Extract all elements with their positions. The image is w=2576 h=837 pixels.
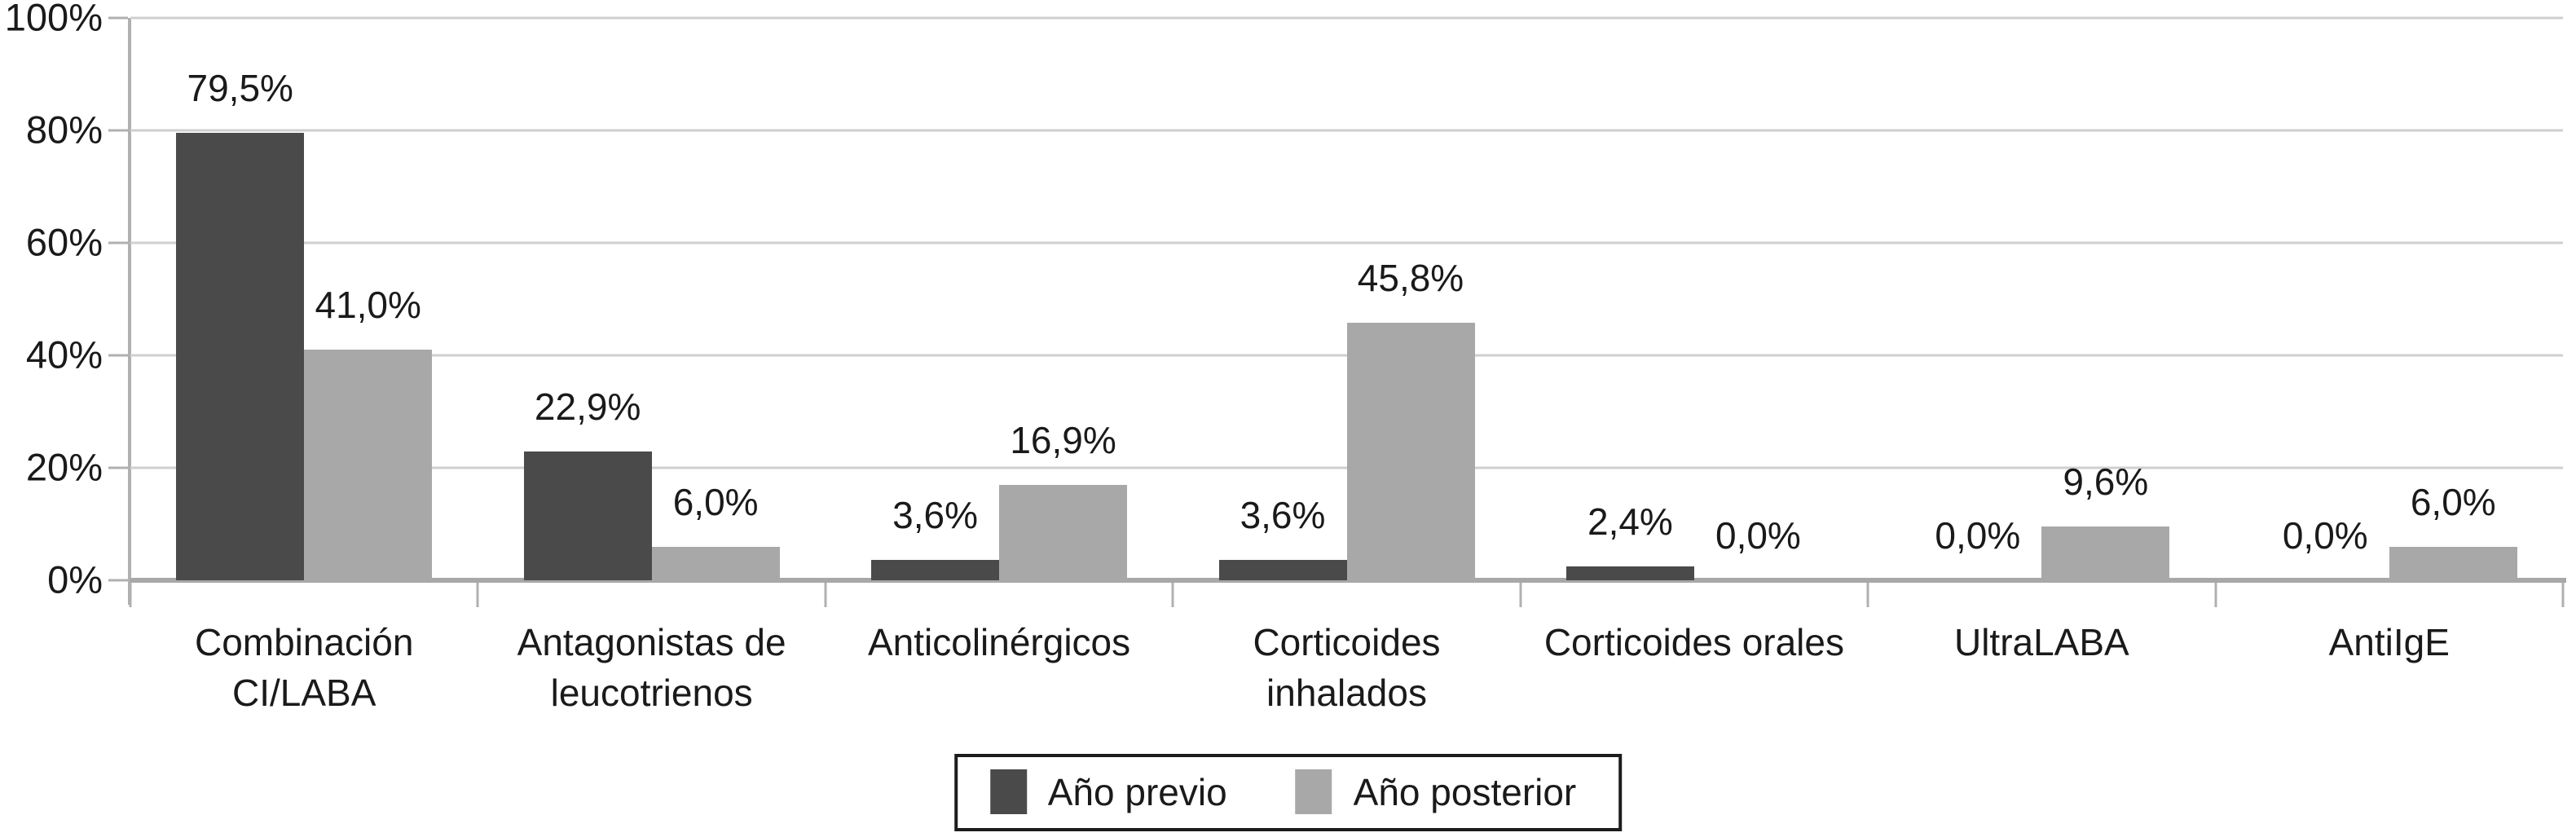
x-tick-7 bbox=[2561, 583, 2565, 607]
value-label-series1-cat0: 41,0% bbox=[315, 284, 421, 327]
category-label-2: Anticolinérgicos bbox=[867, 621, 1131, 663]
value-label-series0-cat6: 0,0% bbox=[2282, 514, 2368, 557]
legend-item-previo: Año previo bbox=[989, 769, 1227, 814]
category-label-1: Antagonistas de leucotrienos bbox=[517, 621, 786, 714]
category-label-4: Corticoides orales bbox=[1543, 621, 1844, 663]
value-label-series0-cat2: 3,6% bbox=[892, 494, 978, 537]
y-tick-80 bbox=[108, 129, 128, 132]
bar-series0-cat3 bbox=[1218, 560, 1347, 580]
y-tick-label-80: 80% bbox=[25, 108, 103, 152]
category-label-3: Corticoides inhalados bbox=[1253, 621, 1441, 714]
value-label-series1-cat1: 6,0% bbox=[672, 480, 759, 523]
y-axis-labels: 100% 80% 60% 40% 20% 0% bbox=[0, 0, 103, 601]
bar-series0-cat1 bbox=[523, 452, 652, 580]
gridline-80 bbox=[130, 129, 2563, 132]
category-label-6: AntiIgE bbox=[2328, 621, 2450, 663]
value-label-series1-cat6: 6,0% bbox=[2410, 480, 2496, 523]
bar-series0-cat2 bbox=[871, 560, 1000, 580]
legend-label-posterior: Año posterior bbox=[1353, 770, 1577, 813]
y-tick-20 bbox=[108, 466, 128, 469]
legend-item-posterior: Año posterior bbox=[1295, 769, 1577, 814]
x-tick-6 bbox=[2214, 583, 2217, 607]
value-label-series0-cat0: 79,5% bbox=[187, 67, 293, 110]
x-axis-line bbox=[130, 578, 2566, 583]
bar-series1-cat6 bbox=[2389, 546, 2517, 580]
x-tick-2 bbox=[824, 583, 827, 607]
value-label-series1-cat4: 0,0% bbox=[1715, 514, 1801, 557]
bar-series1-cat1 bbox=[651, 546, 780, 580]
value-label-series0-cat1: 22,9% bbox=[534, 385, 641, 428]
x-tick-0 bbox=[129, 583, 132, 607]
value-label-series1-cat3: 45,8% bbox=[1357, 256, 1464, 299]
bar-series1-cat0 bbox=[304, 350, 433, 580]
bar-series1-cat2 bbox=[999, 485, 1128, 580]
y-tick-label-40: 40% bbox=[25, 333, 103, 377]
value-label-series1-cat5: 9,6% bbox=[2063, 460, 2149, 503]
x-tick-3 bbox=[1171, 583, 1174, 607]
category-label-5: UltraLABA bbox=[1953, 621, 2129, 663]
bar-series0-cat0 bbox=[176, 133, 305, 580]
y-axis-line bbox=[128, 18, 131, 605]
legend: Año previo Año posterior bbox=[953, 754, 1623, 831]
value-label-series0-cat5: 0,0% bbox=[1935, 514, 2021, 557]
bar-series1-cat3 bbox=[1346, 322, 1475, 580]
value-label-series1-cat2: 16,9% bbox=[1010, 419, 1116, 462]
legend-swatch-previo bbox=[989, 769, 1027, 814]
bar-series1-cat5 bbox=[2041, 526, 2170, 580]
plot-area: 79,5% 41,0% 22,9% 6,0% 3,6% 16,9% 3,6% 45,8% 2,4… bbox=[108, 16, 2566, 607]
gridline-100 bbox=[130, 16, 2563, 20]
value-label-series0-cat4: 2,4% bbox=[1587, 500, 1673, 544]
legend-label-previo: Año previo bbox=[1047, 770, 1227, 813]
y-tick-60 bbox=[108, 241, 128, 244]
y-tick-40 bbox=[108, 354, 128, 357]
category-label-0: Combinación CI/LABA bbox=[194, 621, 414, 714]
x-tick-4 bbox=[1519, 583, 1522, 607]
y-tick-label-60: 60% bbox=[25, 220, 103, 264]
y-tick-label-20: 20% bbox=[25, 445, 103, 489]
y-tick-100 bbox=[108, 16, 128, 20]
gridline-60 bbox=[130, 241, 2563, 244]
x-tick-5 bbox=[1866, 583, 1869, 607]
y-tick-label-100: 100% bbox=[4, 0, 103, 39]
value-label-series0-cat3: 3,6% bbox=[1240, 494, 1326, 537]
x-tick-1 bbox=[476, 583, 479, 607]
bar-series0-cat4 bbox=[1565, 566, 1694, 580]
y-tick-0 bbox=[108, 579, 128, 582]
y-tick-label-0: 0% bbox=[47, 557, 103, 601]
legend-swatch-posterior bbox=[1295, 769, 1332, 814]
